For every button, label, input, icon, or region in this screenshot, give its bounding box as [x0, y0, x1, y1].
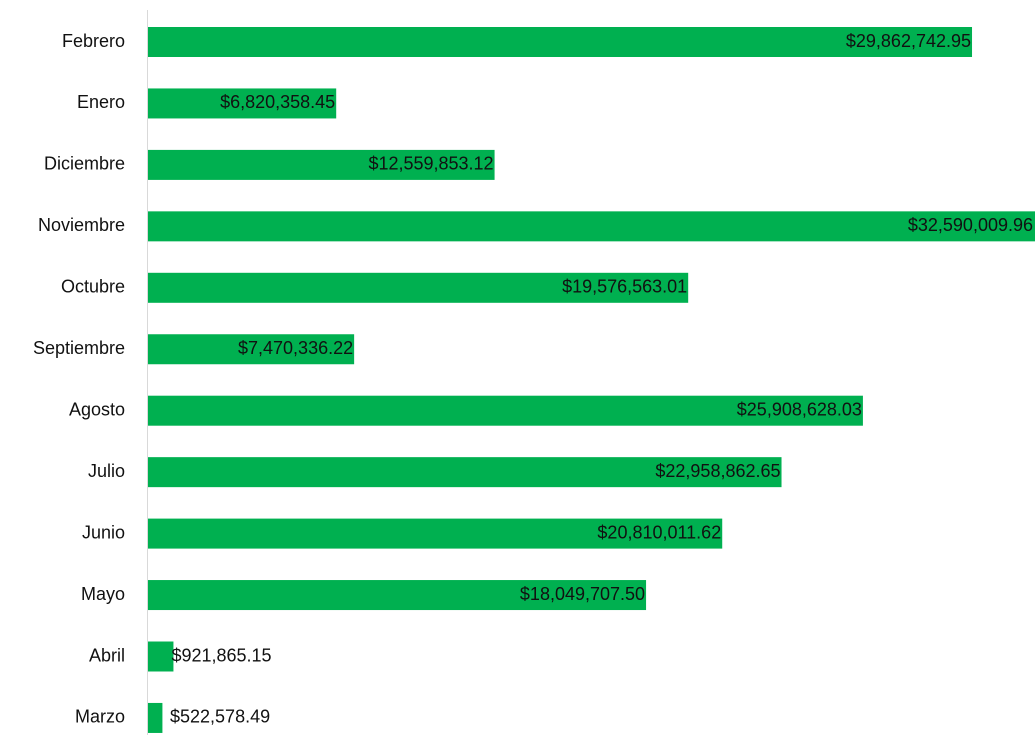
data-label: $20,810,011.62: [597, 522, 721, 542]
bar: [148, 88, 337, 119]
y-tick-label: Mayo: [81, 584, 125, 604]
data-label: $921,865.15: [171, 645, 271, 665]
y-tick-label: Noviembre: [38, 215, 125, 235]
bar: [148, 149, 495, 180]
bar: [148, 580, 647, 611]
bar: [148, 211, 1035, 242]
data-label: $22,958,862.65: [655, 461, 780, 481]
data-label: $522,578.49: [170, 707, 270, 727]
bar: [148, 395, 863, 426]
y-tick-label: Enero: [77, 92, 125, 112]
data-label: $25,908,628.03: [737, 399, 862, 419]
y-tick-label: Diciembre: [44, 154, 125, 174]
data-label: $12,559,853.12: [368, 154, 493, 174]
data-label: $18,049,707.50: [520, 584, 645, 604]
data-label: $32,590,009.96: [908, 215, 1033, 235]
bar: [148, 457, 782, 488]
bar: [148, 27, 973, 57]
y-tick-label: Octubre: [61, 277, 125, 297]
bar: [148, 272, 689, 303]
y-tick-label: Agosto: [69, 399, 125, 419]
y-tick-label: Abril: [89, 645, 125, 665]
data-label: $7,470,336.22: [238, 338, 353, 358]
data-label: $19,576,563.01: [562, 277, 687, 297]
bar: [148, 334, 355, 365]
y-tick-label: Junio: [82, 522, 125, 542]
bar: [148, 641, 174, 672]
y-tick-label: Febrero: [62, 31, 125, 51]
y-tick-label: Marzo: [75, 707, 125, 727]
data-label: $6,820,358.45: [220, 92, 335, 112]
bar: [148, 702, 163, 733]
data-label: $29,862,742.95: [846, 31, 971, 51]
y-tick-label: Septiembre: [33, 338, 125, 358]
y-tick-label: Julio: [88, 461, 125, 481]
bar: [148, 518, 723, 549]
